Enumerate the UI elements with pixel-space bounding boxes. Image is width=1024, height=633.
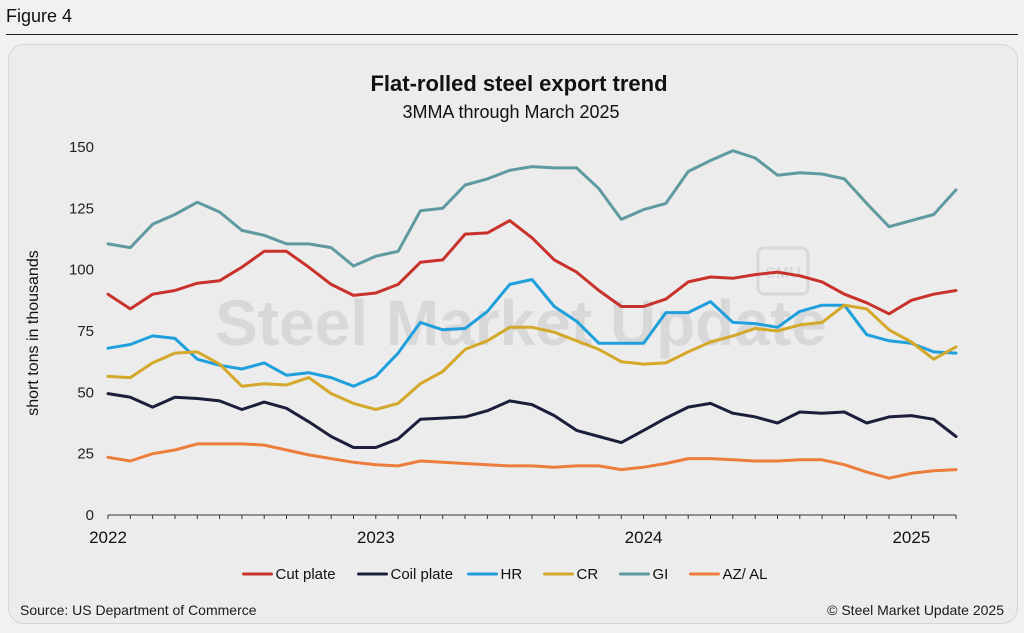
y-axis-ticks: 0 25 50 75 100 125 150 [69,139,94,524]
series-line-cut-plate [106,219,958,316]
figure-header [6,4,1018,35]
legend-label: HR [501,566,523,583]
y-tick-label: 100 [69,262,94,279]
chart-title: Flat-rolled steel export trend [370,71,667,96]
legend-label: AZ/ AL [723,566,768,583]
y-tick-label: 0 [86,507,94,524]
legend-label: GI [653,566,669,583]
figure-label: Figure 4 [6,6,73,26]
y-axis-label: short tons in thousands [25,250,42,415]
x-tick-label: 2023 [357,528,395,547]
series-line-cr [106,303,958,411]
series-line-coil-plate [106,392,958,449]
legend-item-cr: CR [543,566,599,583]
legend-item-az-al: AZ/ AL [689,566,768,583]
legend-item-coil-plate: Coil plate [357,566,454,583]
legend-label: CR [577,566,599,583]
y-tick-label: 25 [77,446,94,463]
footer-copyright: © Steel Market Update 2025 [827,602,1004,618]
x-axis-ticks: 2022 2023 2024 2025 [89,515,957,547]
watermark-badge-icon [756,246,810,296]
x-tick-label: 2024 [625,528,663,547]
legend-item-hr: HR [467,566,523,583]
x-tick-label: 2025 [892,528,930,547]
legend-label: Coil plate [391,566,454,583]
legend-item-gi: GI [619,566,669,583]
x-tick-label: 2022 [89,528,127,547]
y-tick-label: 150 [69,139,94,156]
y-tick-label: 50 [77,384,94,401]
series-lines [106,149,958,480]
chart-card [8,44,1018,624]
y-tick-label: 75 [77,323,94,340]
legend-label: Cut plate [276,566,336,583]
watermark-text: Steel Market Update [215,287,827,359]
legend-item-cut-plate: Cut plate [242,566,336,583]
y-tick-label: 125 [69,200,94,217]
series-line-gi [106,149,958,268]
legend: Cut plate Coil plate HR CR GI AZ/ AL [242,566,768,583]
chart-subtitle: 3MMA through March 2025 [402,102,619,122]
series-line-az-al [106,442,958,480]
footer-source: Source: US Department of Commerce [20,602,257,618]
series-line-hr [106,278,958,388]
